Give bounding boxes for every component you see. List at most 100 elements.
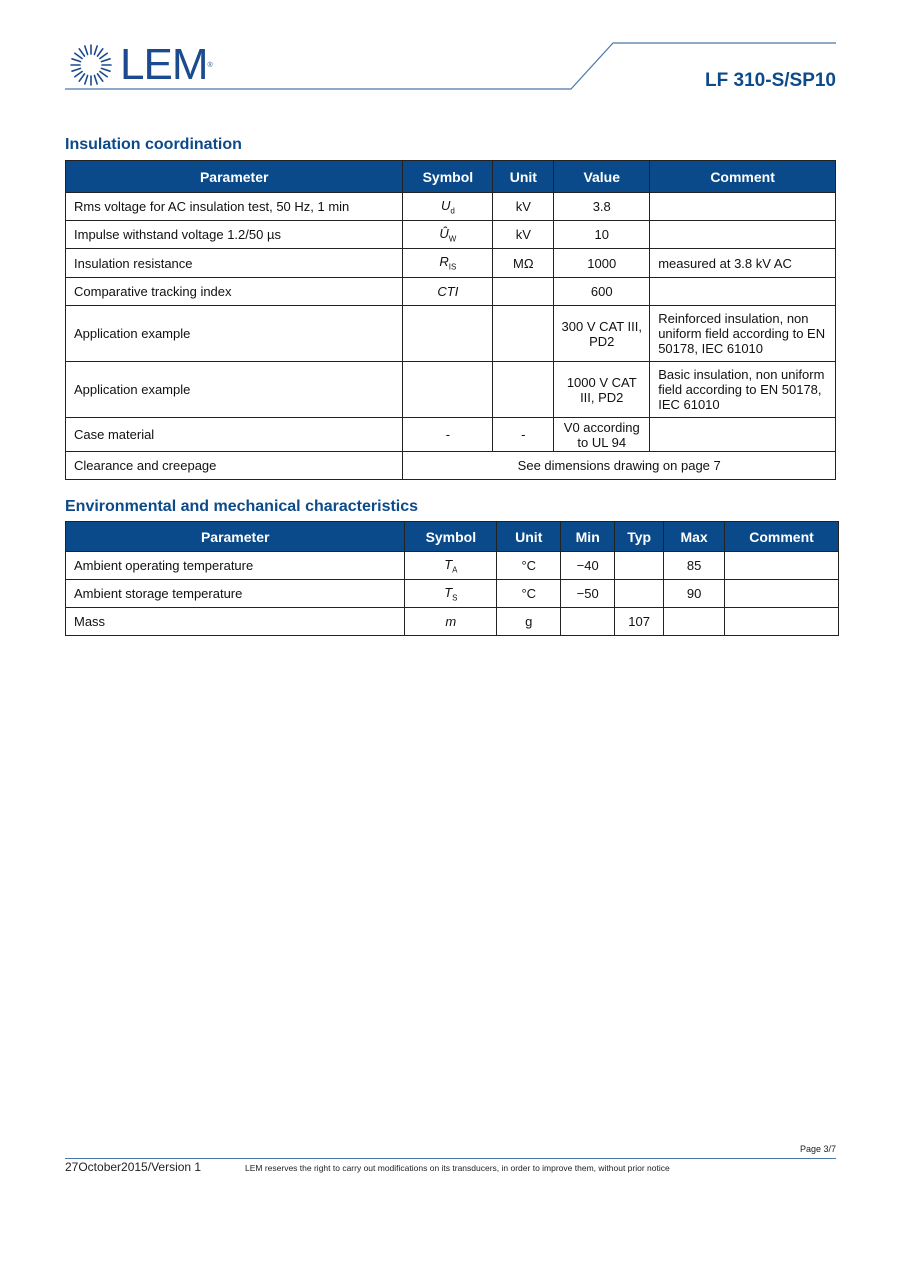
parameter-cell: Rms voltage for AC insulation test, 50 H… (64, 192, 404, 221)
symbol-cell: m (404, 607, 498, 636)
table-row: Rms voltage for AC insulation test, 50 H… (64, 192, 836, 221)
symbol-subscript: A (452, 565, 458, 575)
sunburst-icon (70, 44, 112, 86)
value-cell: 600 (553, 277, 651, 306)
header-rule (65, 42, 836, 90)
max-cell (663, 607, 726, 636)
symbol: - (445, 427, 451, 442)
unit-cell: - (492, 417, 555, 452)
column-header: Typ (614, 521, 665, 552)
comment-cell (724, 551, 839, 580)
parameter-cell: Case material (64, 417, 404, 452)
column-header: Max (663, 521, 726, 552)
version-date: 27October2015/Version 1 (65, 1160, 202, 1174)
comment-cell (649, 192, 836, 221)
column-header: Comment (649, 160, 836, 193)
symbol-subscript: S (452, 593, 458, 603)
symbol-cell (402, 361, 494, 418)
symbol-cell: Ud (402, 192, 494, 221)
column-header: Unit (496, 521, 562, 552)
symbol: U (440, 197, 451, 213)
column-header: Parameter (64, 160, 404, 193)
value-cell: 1000 V CAT III, PD2 (553, 361, 651, 418)
symbol-subscript: W (448, 234, 457, 244)
clearance-cell: See dimensions drawing on page 7 (402, 451, 836, 480)
symbol-subscript: IS (448, 262, 457, 272)
symbol-cell: TA (404, 551, 498, 580)
column-header: Symbol (404, 521, 498, 552)
footer-rule (65, 1158, 836, 1159)
environment-table: Parameter Symbol Unit Min Typ Max Comment Ambi… (64, 521, 839, 636)
table-row: Ambient storage temperature TS °C −50 90 (64, 579, 839, 608)
table-row: Application example 300 V CAT III, PD2 Rei… (64, 305, 836, 362)
unit-cell: g (496, 607, 562, 636)
table-row: Impulse withstand voltage 1.2/50 µs ÛW kV 1… (64, 220, 836, 249)
column-header: Comment (724, 521, 839, 552)
column-header: Parameter (64, 521, 406, 552)
value-cell: 10 (553, 220, 651, 249)
column-header: Unit (492, 160, 555, 193)
unit-cell: °C (496, 551, 562, 580)
unit-cell (492, 277, 555, 306)
symbol: T (444, 556, 453, 572)
logo-text: LEM (120, 40, 208, 89)
symbol: Û (439, 225, 449, 241)
comment-cell: Basic insulation, non uniform field acco… (649, 361, 836, 418)
typ-cell: 107 (614, 607, 665, 636)
table-row: Case material - - V0 according to UL 94 (64, 417, 836, 452)
table-row: Ambient operating temperature TA °C −40 85 (64, 551, 839, 580)
symbol-cell: CTI (402, 277, 494, 306)
section-title-insulation: Insulation coordination (65, 136, 242, 153)
parameter-cell: Insulation resistance (64, 248, 404, 278)
symbol-cell: ÛW (402, 220, 494, 249)
lem-logo: LEM ® (68, 42, 213, 88)
insulation-table: Parameter Symbol Unit Value Comment Rms volt… (64, 160, 836, 480)
typ-cell (614, 551, 665, 580)
unit-cell: MΩ (492, 248, 555, 278)
disclaimer: LEM reserves the right to carry out modi… (245, 1163, 670, 1173)
min-cell (560, 607, 616, 636)
parameter-cell: Ambient storage temperature (64, 579, 406, 608)
column-header: Min (560, 521, 616, 552)
comment-cell: measured at 3.8 kV AC (649, 248, 836, 278)
comment-cell (649, 220, 836, 249)
max-cell: 90 (663, 579, 726, 608)
value-cell: 1000 (553, 248, 651, 278)
page-number: Page 3/7 (799, 1144, 836, 1154)
parameter-cell: Mass (64, 607, 406, 636)
parameter-cell: Application example (64, 361, 404, 418)
parameter-cell: Clearance and creepage (64, 451, 404, 480)
symbol-cell: RIS (402, 248, 494, 278)
symbol: R (439, 254, 449, 270)
comment-cell (724, 579, 839, 608)
symbol-subscript: d (450, 206, 455, 216)
parameter-cell: Ambient operating temperature (64, 551, 406, 580)
symbol: m (445, 614, 457, 629)
symbol: CTI (437, 284, 459, 299)
max-cell: 85 (663, 551, 726, 580)
unit-cell (492, 361, 555, 418)
parameter-cell: Application example (64, 305, 404, 362)
table-row: Clearance and creepage See dimensions dra… (64, 451, 836, 480)
value-cell: 3.8 (553, 192, 651, 221)
symbol-cell: - (402, 417, 494, 452)
min-cell: −40 (560, 551, 616, 580)
table-row: Insulation resistance RIS MΩ 1000 measured a… (64, 248, 836, 278)
comment-cell (724, 607, 839, 636)
unit-cell: kV (492, 192, 555, 221)
comment-cell (649, 277, 836, 306)
unit-cell (492, 305, 555, 362)
unit-cell: kV (492, 220, 555, 249)
column-header: Value (553, 160, 651, 193)
unit-cell: °C (496, 579, 562, 608)
column-header: Symbol (402, 160, 494, 193)
section-title-environment: Environmental and mechanical characteris… (65, 498, 419, 515)
value-cell: 300 V CAT III, PD2 (553, 305, 651, 362)
table-row: Application example 1000 V CAT III, PD2 Ba… (64, 361, 836, 418)
min-cell: −50 (560, 579, 616, 608)
typ-cell (614, 579, 665, 608)
value-cell: V0 according to UL 94 (553, 417, 651, 452)
table-row: Comparative tracking index CTI 600 (64, 277, 836, 306)
table-row: Mass m g 107 (64, 607, 839, 636)
